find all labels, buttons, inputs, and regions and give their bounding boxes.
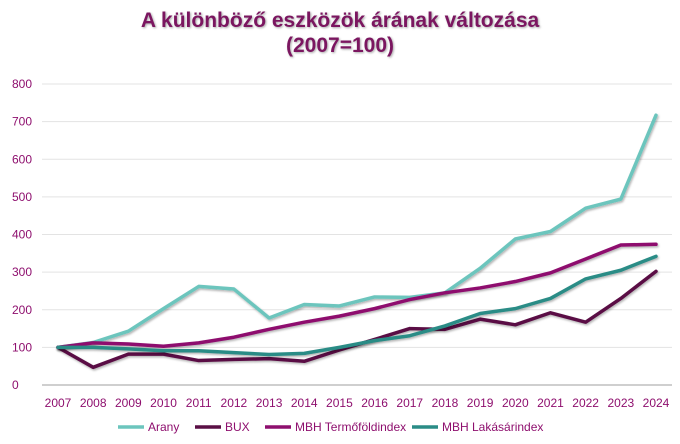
y-tick-label: 500 [12, 190, 32, 204]
legend-label: BUX [225, 420, 250, 434]
legend-item: BUX [195, 420, 250, 434]
y-tick-label: 400 [12, 228, 32, 242]
x-tick-label: 2015 [326, 396, 353, 410]
x-tick-label: 2023 [607, 396, 634, 410]
x-tick-label: 2024 [643, 396, 670, 410]
y-tick-label: 700 [12, 115, 32, 129]
series-line-mbh-term-f-ldindex [56, 242, 658, 350]
y-tick-label: 800 [12, 77, 32, 91]
legend-item: Arany [118, 420, 179, 434]
legend-item: MBH Lakásárindex [412, 420, 543, 434]
y-tick-label: 200 [12, 303, 32, 317]
series-line-arany [56, 113, 658, 350]
x-tick-label: 2009 [115, 396, 142, 410]
legend-label: MBH Lakásárindex [442, 420, 543, 434]
chart-title: A különböző eszközök árának változása (2… [0, 8, 680, 58]
y-tick-label: 0 [12, 378, 19, 392]
x-tick-label: 2019 [467, 396, 494, 410]
x-tick-label: 2008 [80, 396, 107, 410]
x-tick-label: 2013 [256, 396, 283, 410]
legend-item: MBH Termőföldindex [265, 420, 406, 434]
x-tick-label: 2020 [502, 396, 529, 410]
x-tick-label: 2014 [291, 396, 318, 410]
x-tick-label: 2007 [45, 396, 72, 410]
y-tick-label: 100 [12, 340, 32, 354]
x-tick-label: 2017 [396, 396, 423, 410]
x-tick-label: 2010 [150, 396, 177, 410]
x-tick-label: 2012 [221, 396, 248, 410]
legend-label: Arany [148, 420, 179, 434]
x-tick-label: 2022 [572, 396, 599, 410]
legend-label: MBH Termőföldindex [295, 420, 406, 434]
series-line-mbh-lak-s-rindex [56, 254, 658, 357]
x-tick-label: 2011 [186, 396, 212, 410]
y-tick-label: 300 [12, 265, 32, 279]
x-tick-label: 2016 [361, 396, 388, 410]
title-line: A különböző eszközök árának változása [140, 9, 540, 32]
subtitle-line: (2007=100) [285, 34, 394, 57]
x-tick-label: 2021 [537, 396, 564, 410]
x-tick-label: 2018 [432, 396, 459, 410]
y-tick-label: 600 [12, 152, 32, 166]
